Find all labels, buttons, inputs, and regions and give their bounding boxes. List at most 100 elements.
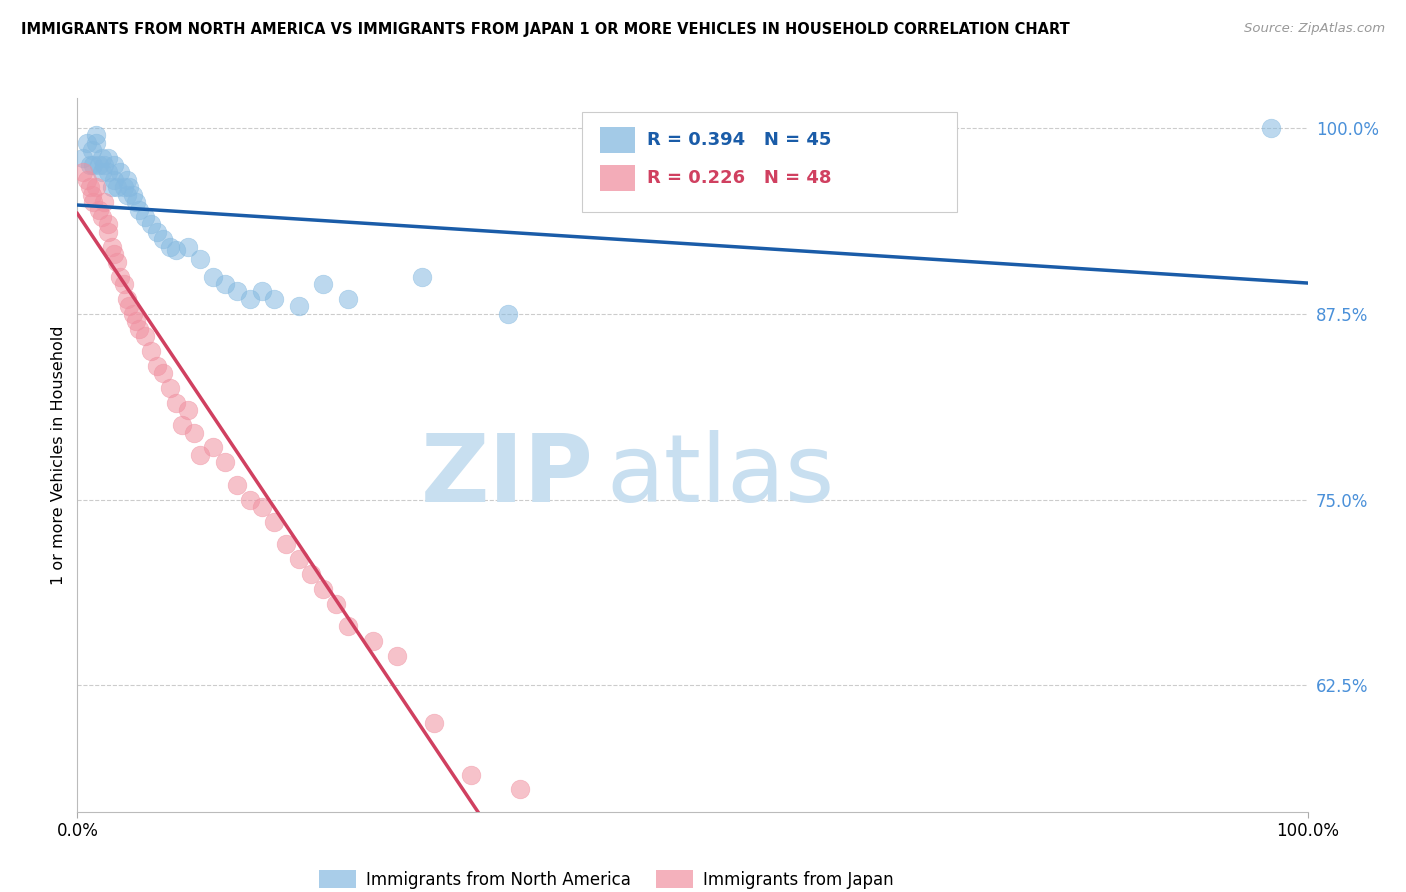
Point	[159, 240, 181, 254]
Point	[93, 195, 115, 210]
Point	[276, 537, 298, 551]
Point	[146, 225, 169, 239]
Point	[93, 158, 115, 172]
Point	[239, 492, 262, 507]
Point	[134, 210, 156, 224]
Point	[385, 648, 409, 663]
Point	[152, 232, 174, 246]
Point	[118, 180, 141, 194]
Point	[263, 292, 285, 306]
Point	[115, 292, 138, 306]
Point	[128, 202, 150, 217]
Point	[134, 329, 156, 343]
Point	[177, 403, 200, 417]
Point	[84, 136, 107, 150]
Point	[103, 158, 125, 172]
Point	[84, 128, 107, 143]
Point	[90, 165, 114, 179]
Point	[103, 173, 125, 187]
Point	[97, 165, 120, 179]
FancyBboxPatch shape	[600, 128, 634, 153]
Point	[411, 269, 433, 284]
Text: R = 0.226   N = 48: R = 0.226 N = 48	[647, 169, 831, 187]
Point	[337, 292, 360, 306]
Point	[496, 307, 519, 321]
Point	[170, 418, 193, 433]
Point	[112, 277, 135, 291]
Point	[312, 277, 335, 291]
Point	[76, 173, 98, 187]
Point	[288, 299, 311, 313]
Point	[201, 441, 224, 455]
Point	[188, 252, 212, 266]
Point	[79, 158, 101, 172]
Point	[97, 151, 120, 165]
Point	[214, 455, 236, 469]
Point	[121, 307, 143, 321]
Point	[226, 285, 249, 299]
Point	[118, 299, 141, 313]
Point	[250, 500, 273, 514]
Point	[125, 195, 148, 210]
Point	[82, 187, 104, 202]
Y-axis label: 1 or more Vehicles in Household: 1 or more Vehicles in Household	[51, 326, 66, 584]
Point	[101, 180, 124, 194]
Point	[101, 240, 124, 254]
Point	[82, 195, 104, 210]
Point	[250, 285, 273, 299]
Point	[76, 136, 98, 150]
Point	[509, 782, 531, 797]
Text: R = 0.394   N = 45: R = 0.394 N = 45	[647, 130, 831, 148]
Point	[183, 425, 205, 440]
Point	[121, 187, 143, 202]
Point	[288, 552, 311, 566]
Point	[90, 210, 114, 224]
Point	[165, 396, 187, 410]
Point	[112, 180, 135, 194]
Point	[105, 180, 128, 194]
Point	[239, 292, 262, 306]
Point	[159, 381, 181, 395]
Point	[141, 218, 163, 232]
Point	[90, 151, 114, 165]
Point	[72, 165, 94, 179]
Point	[110, 165, 132, 179]
Point	[1260, 120, 1282, 135]
Text: Source: ZipAtlas.com: Source: ZipAtlas.com	[1244, 22, 1385, 36]
FancyBboxPatch shape	[582, 112, 957, 212]
Point	[97, 218, 120, 232]
Point	[128, 321, 150, 335]
Point	[110, 269, 132, 284]
Point	[214, 277, 236, 291]
Point	[125, 314, 148, 328]
FancyBboxPatch shape	[600, 165, 634, 191]
Point	[97, 225, 120, 239]
Point	[337, 619, 360, 633]
Point	[423, 715, 446, 730]
Point	[226, 477, 249, 491]
Legend: Immigrants from North America, Immigrants from Japan: Immigrants from North America, Immigrant…	[319, 870, 893, 888]
Text: atlas: atlas	[606, 430, 835, 523]
Point	[141, 343, 163, 358]
Point	[146, 359, 169, 373]
Point	[460, 767, 482, 781]
Point	[115, 173, 138, 187]
Text: ZIP: ZIP	[422, 430, 595, 523]
Point	[72, 151, 94, 165]
Point	[165, 243, 187, 257]
Point	[201, 269, 224, 284]
Point	[89, 202, 111, 217]
Point	[79, 180, 101, 194]
Point	[105, 254, 128, 268]
Point	[312, 582, 335, 596]
Point	[177, 240, 200, 254]
Point	[361, 633, 384, 648]
Point	[82, 143, 104, 157]
Point	[325, 597, 347, 611]
Point	[299, 566, 322, 581]
Point	[152, 366, 174, 380]
Point	[89, 158, 111, 172]
Point	[188, 448, 212, 462]
Point	[103, 247, 125, 261]
Point	[84, 180, 107, 194]
